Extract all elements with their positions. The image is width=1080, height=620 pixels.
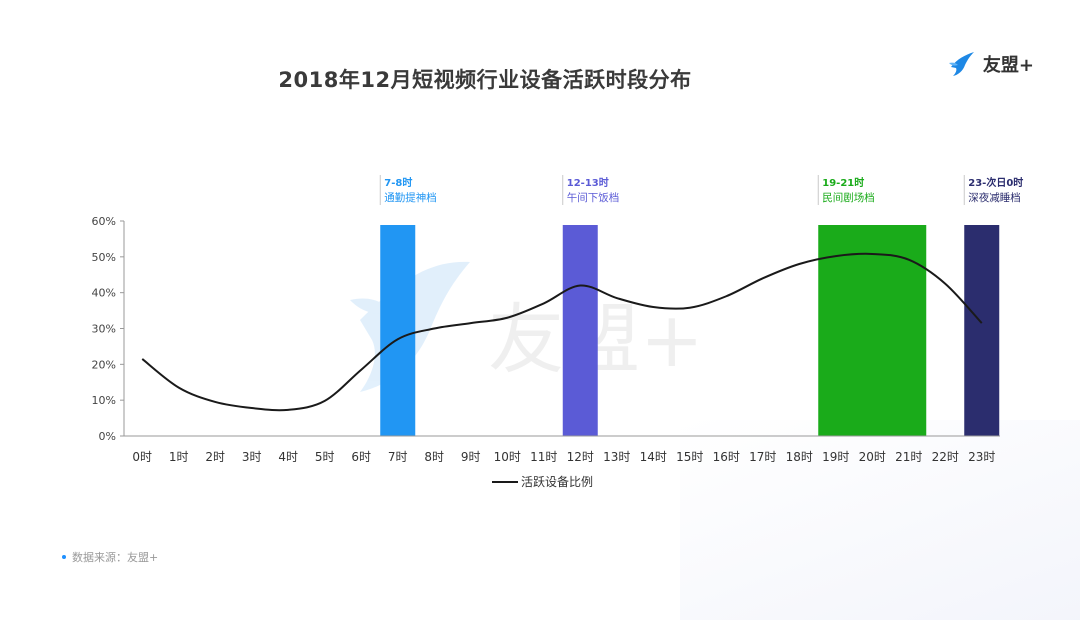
y-tick-label: 10% [92, 394, 116, 407]
x-tick-label: 12时 [567, 450, 594, 464]
source-text: 数据来源：友盟+ [72, 551, 159, 564]
x-tick-label: 17时 [749, 450, 776, 464]
x-tick-label: 19时 [822, 450, 849, 464]
series-line-0 [141, 252, 983, 412]
x-tick-label: 9时 [461, 450, 481, 464]
y-tick-label: 0% [99, 430, 116, 443]
source-note: 数据来源：友盟+ [62, 549, 158, 565]
background-shape [680, 420, 1080, 620]
y-tick-label: 50% [92, 251, 116, 264]
highlight-band-3 [964, 225, 1000, 436]
x-tick-label: 16时 [713, 450, 740, 464]
y-tick-label: 40% [92, 287, 116, 300]
x-tick-label: 22时 [932, 450, 959, 464]
x-tick-label: 18时 [786, 450, 813, 464]
x-tick-label: 7时 [388, 450, 408, 464]
band-label-time-0: 7-8时 [384, 176, 412, 189]
x-tick-label: 21时 [895, 450, 922, 464]
x-tick-label: 0时 [132, 450, 152, 464]
legend-label: 活跃设备比例 [521, 475, 593, 489]
brand-logo: 友盟+ [947, 46, 1034, 82]
band-label-name-0: 通勤提神档 [384, 191, 437, 204]
x-tick-label: 5时 [315, 450, 335, 464]
band-label-time-2: 19-21时 [822, 176, 864, 189]
x-tick-label: 23时 [968, 450, 995, 464]
band-label-name-1: 午间下饭档 [567, 191, 620, 204]
x-tick-label: 15时 [676, 450, 703, 464]
x-tick-label: 3时 [242, 450, 262, 464]
highlight-band-1 [562, 225, 598, 436]
band-label-time-3: 23-次日0时 [968, 176, 1023, 189]
band-label-name-3: 深夜减睡档 [968, 191, 1021, 204]
x-tick-label: 20时 [859, 450, 886, 464]
x-tick-label: 14时 [640, 450, 667, 464]
logo-text: 友盟+ [982, 55, 1034, 76]
y-tick-label: 60% [92, 215, 116, 228]
x-tick-label: 10时 [494, 450, 521, 464]
x-tick-label: 1时 [169, 450, 189, 464]
chart-canvas: 友盟+ 7-8时通勤提神档12-13时午间下饭档19-21时民间剧场档23-次日… [92, 175, 1023, 489]
x-tick-label: 4时 [278, 450, 298, 464]
band-label-name-2: 民间剧场档 [822, 191, 875, 204]
highlight-band-0 [380, 225, 416, 436]
x-tick-label: 2时 [205, 450, 225, 464]
chart-title: 2018年12月短视频行业设备活跃时段分布 [278, 68, 692, 92]
bird-logo-icon [948, 52, 974, 76]
bullet-dot-icon [62, 555, 66, 559]
x-tick-label: 13时 [603, 450, 630, 464]
y-tick-label: 30% [92, 323, 116, 336]
x-tick-label: 8时 [424, 450, 444, 464]
band-label-time-1: 12-13时 [567, 176, 609, 189]
x-tick-label: 6时 [351, 450, 371, 464]
x-tick-label: 11时 [530, 450, 557, 464]
y-tick-label: 20% [92, 358, 116, 371]
